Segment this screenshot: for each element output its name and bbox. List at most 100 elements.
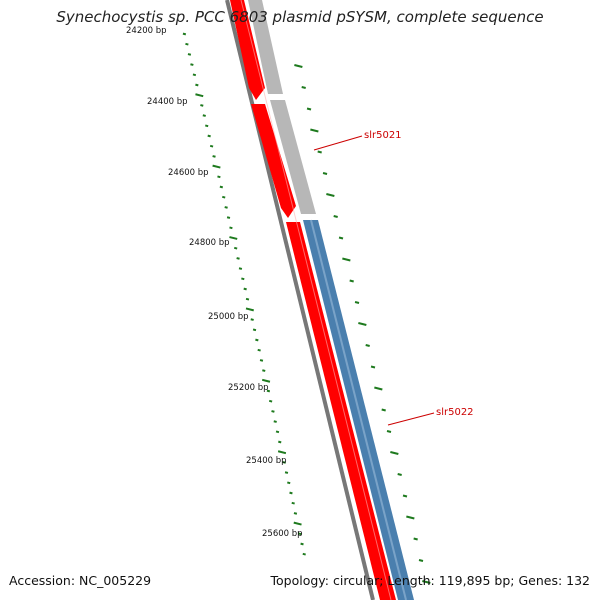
- outer-tick: [390, 451, 399, 455]
- outer-tick: [294, 64, 303, 68]
- gene-labels: slr5021 slr5022: [313, 130, 474, 426]
- slr5021-label[interactable]: slr5021: [364, 130, 402, 141]
- minor-tick: [205, 124, 209, 128]
- minor-tick: [192, 73, 197, 77]
- minor-tick: [284, 471, 289, 474]
- tick-label-25000: 25000 bp: [208, 312, 249, 322]
- gene-slr5022-highlight: [310, 219, 407, 600]
- tick-label-24200: 24200 bp: [126, 26, 167, 36]
- outer-tick: [301, 86, 306, 89]
- minor-tick: [243, 287, 247, 291]
- minor-tick: [266, 389, 271, 393]
- slr5022-label[interactable]: slr5022: [436, 407, 474, 418]
- minor-tick: [190, 63, 194, 66]
- outer-tick: [422, 580, 431, 584]
- cds-highlight: [240, 0, 392, 600]
- position-labels: 24200 bp 24400 bp 24600 bp 24800 bp 2500…: [126, 26, 303, 539]
- tick-label-25400: 25400 bp: [246, 456, 287, 466]
- minor-tick: [224, 206, 228, 209]
- minor-tick: [289, 491, 293, 495]
- outer-tick: [397, 473, 402, 476]
- outer-tick: [326, 193, 335, 197]
- outer-tick: [374, 386, 383, 391]
- outer-cds-track: [248, 0, 414, 600]
- outer-tick: [365, 344, 370, 347]
- minor-tick: [252, 328, 257, 332]
- tick-label-25200: 25200 bp: [228, 383, 269, 393]
- minor-tick: [302, 552, 306, 556]
- minor-tick: [250, 318, 254, 321]
- minor-tick: [217, 175, 221, 179]
- minor-tick: [245, 297, 250, 301]
- backbone-highlight: [230, 0, 378, 600]
- minor-tick: [282, 461, 286, 464]
- outer-tick: [418, 559, 424, 562]
- minor-tick: [238, 267, 243, 270]
- minor-tick: [207, 134, 211, 138]
- backbone-line: [225, 0, 375, 600]
- tick-label-24800: 24800 bp: [189, 238, 230, 248]
- minor-tick: [300, 542, 304, 546]
- minor-tick: [185, 42, 189, 46]
- outer-tick: [342, 257, 351, 262]
- minor-tick: [275, 430, 280, 434]
- slr5021-leader: [313, 135, 363, 151]
- tick-label-24600: 24600 bp: [168, 168, 209, 178]
- gene-slr5021[interactable]: [270, 100, 316, 214]
- minor-ticks: [182, 32, 431, 584]
- outer-tick: [317, 150, 322, 154]
- outer-tick: [333, 215, 338, 218]
- outer-tick: [338, 236, 344, 240]
- forward-cds-track: [230, 0, 396, 600]
- minor-tick: [273, 420, 277, 423]
- outer-tick: [358, 322, 367, 326]
- outer-tick: [413, 537, 418, 541]
- minor-tick: [291, 501, 295, 505]
- minor-tick: [268, 399, 273, 403]
- cds-feature-3[interactable]: [286, 222, 396, 600]
- outer-tick: [386, 430, 392, 433]
- tick-track: [182, 32, 431, 584]
- major-tick: [212, 164, 221, 169]
- minor-tick: [209, 144, 214, 148]
- topology-summary: Topology: circular; Length: 119,895 bp; …: [270, 573, 591, 588]
- outer-tick: [349, 279, 354, 283]
- tick-label-25600: 25600 bp: [262, 529, 303, 539]
- minor-tick: [195, 83, 199, 87]
- map-title: Synechocystis sp. PCC 6803 plasmid pSYSM…: [56, 8, 544, 26]
- minor-tick: [262, 369, 266, 372]
- minor-tick: [202, 114, 206, 117]
- minor-tick: [226, 216, 231, 219]
- major-tick: [293, 521, 302, 526]
- major-tick: [195, 93, 204, 98]
- major-tick: [229, 236, 238, 240]
- minor-tick: [293, 512, 298, 515]
- major-tick: [277, 450, 287, 455]
- minor-tick: [212, 155, 216, 158]
- outer-tick: [306, 107, 312, 111]
- minor-tick: [219, 185, 224, 189]
- minor-tick: [298, 532, 302, 536]
- minor-tick: [182, 32, 187, 36]
- gene-slr5021-upper[interactable]: [248, 0, 283, 94]
- minor-tick: [200, 104, 204, 107]
- minor-tick: [278, 440, 282, 444]
- outer-tick: [402, 494, 408, 498]
- cds-feature-2[interactable]: [251, 104, 296, 218]
- minor-tick: [241, 277, 245, 281]
- accession-text: Accession: NC_005229: [9, 573, 152, 588]
- minor-tick: [257, 348, 261, 352]
- minor-tick: [259, 359, 264, 362]
- minor-tick: [222, 195, 226, 199]
- outer-tick: [354, 301, 360, 304]
- slr5022-leader: [387, 412, 435, 426]
- minor-tick: [187, 53, 192, 56]
- minor-tick: [236, 257, 240, 260]
- minor-tick: [234, 246, 238, 250]
- outer-tick: [406, 515, 415, 520]
- outer-tick: [381, 408, 386, 412]
- outer-tick: [322, 172, 328, 175]
- cds-feature-1[interactable]: [230, 0, 265, 100]
- minor-tick: [255, 338, 259, 342]
